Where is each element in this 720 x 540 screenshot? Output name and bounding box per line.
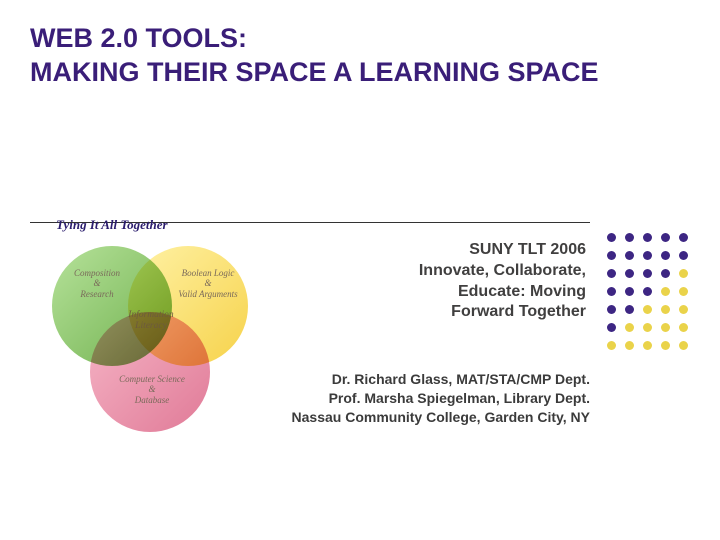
title-line-2: MAKING THEIR SPACE A LEARNING SPACE [30, 56, 599, 90]
conference-line-4: Forward Together [296, 302, 586, 323]
grid-dot [607, 233, 616, 242]
grid-dot [661, 341, 670, 350]
grid-dot [625, 323, 634, 332]
grid-dot [625, 233, 634, 242]
grid-dot [643, 287, 652, 296]
author-line-2: Prof. Marsha Spiegelman, Library Dept. [230, 389, 590, 408]
grid-dot [679, 341, 688, 350]
author-line-1: Dr. Richard Glass, MAT/STA/CMP Dept. [230, 370, 590, 389]
grid-dot [661, 305, 670, 314]
grid-dot [679, 269, 688, 278]
conference-block: SUNY TLT 2006 Innovate, Collaborate, Edu… [296, 240, 586, 323]
grid-dot [643, 341, 652, 350]
grid-dot [607, 269, 616, 278]
grid-dot [661, 323, 670, 332]
venn-label-computer: Computer Science & Database [112, 374, 192, 405]
venn-label-boolean: Boolean Logic & Valid Arguments [168, 268, 248, 299]
grid-dot [643, 269, 652, 278]
grid-dot [661, 233, 670, 242]
grid-dot [607, 341, 616, 350]
conference-line-1: SUNY TLT 2006 [296, 240, 586, 261]
venn-diagram: Composition & Research Boolean Logic & V… [32, 234, 262, 444]
author-line-3: Nassau Community College, Garden City, N… [230, 408, 590, 427]
authors-block: Dr. Richard Glass, MAT/STA/CMP Dept. Pro… [230, 370, 590, 427]
grid-dot [607, 251, 616, 260]
dot-grid [604, 230, 690, 352]
grid-dot [643, 233, 652, 242]
grid-dot [607, 305, 616, 314]
grid-dot [643, 323, 652, 332]
grid-dot [643, 305, 652, 314]
grid-dot [679, 287, 688, 296]
venn-label-composition: Composition & Research [62, 268, 132, 299]
conference-line-2: Innovate, Collaborate, [296, 261, 586, 282]
grid-dot [661, 251, 670, 260]
grid-dot [679, 233, 688, 242]
grid-dot [679, 323, 688, 332]
grid-dot [661, 287, 670, 296]
grid-dot [607, 323, 616, 332]
conference-line-3: Educate: Moving [296, 282, 586, 303]
venn-label-center: Information Literacy [116, 310, 186, 332]
grid-dot [643, 251, 652, 260]
grid-dot [679, 305, 688, 314]
title-line-1: WEB 2.0 TOOLS: [30, 22, 599, 56]
grid-dot [607, 287, 616, 296]
grid-dot [625, 305, 634, 314]
grid-dot [625, 269, 634, 278]
grid-dot [625, 251, 634, 260]
grid-dot [625, 341, 634, 350]
grid-dot [661, 269, 670, 278]
venn-heading: Tying It All Together [56, 217, 168, 233]
grid-dot [679, 251, 688, 260]
grid-dot [625, 287, 634, 296]
page-title: WEB 2.0 TOOLS: MAKING THEIR SPACE A LEAR… [30, 22, 599, 90]
